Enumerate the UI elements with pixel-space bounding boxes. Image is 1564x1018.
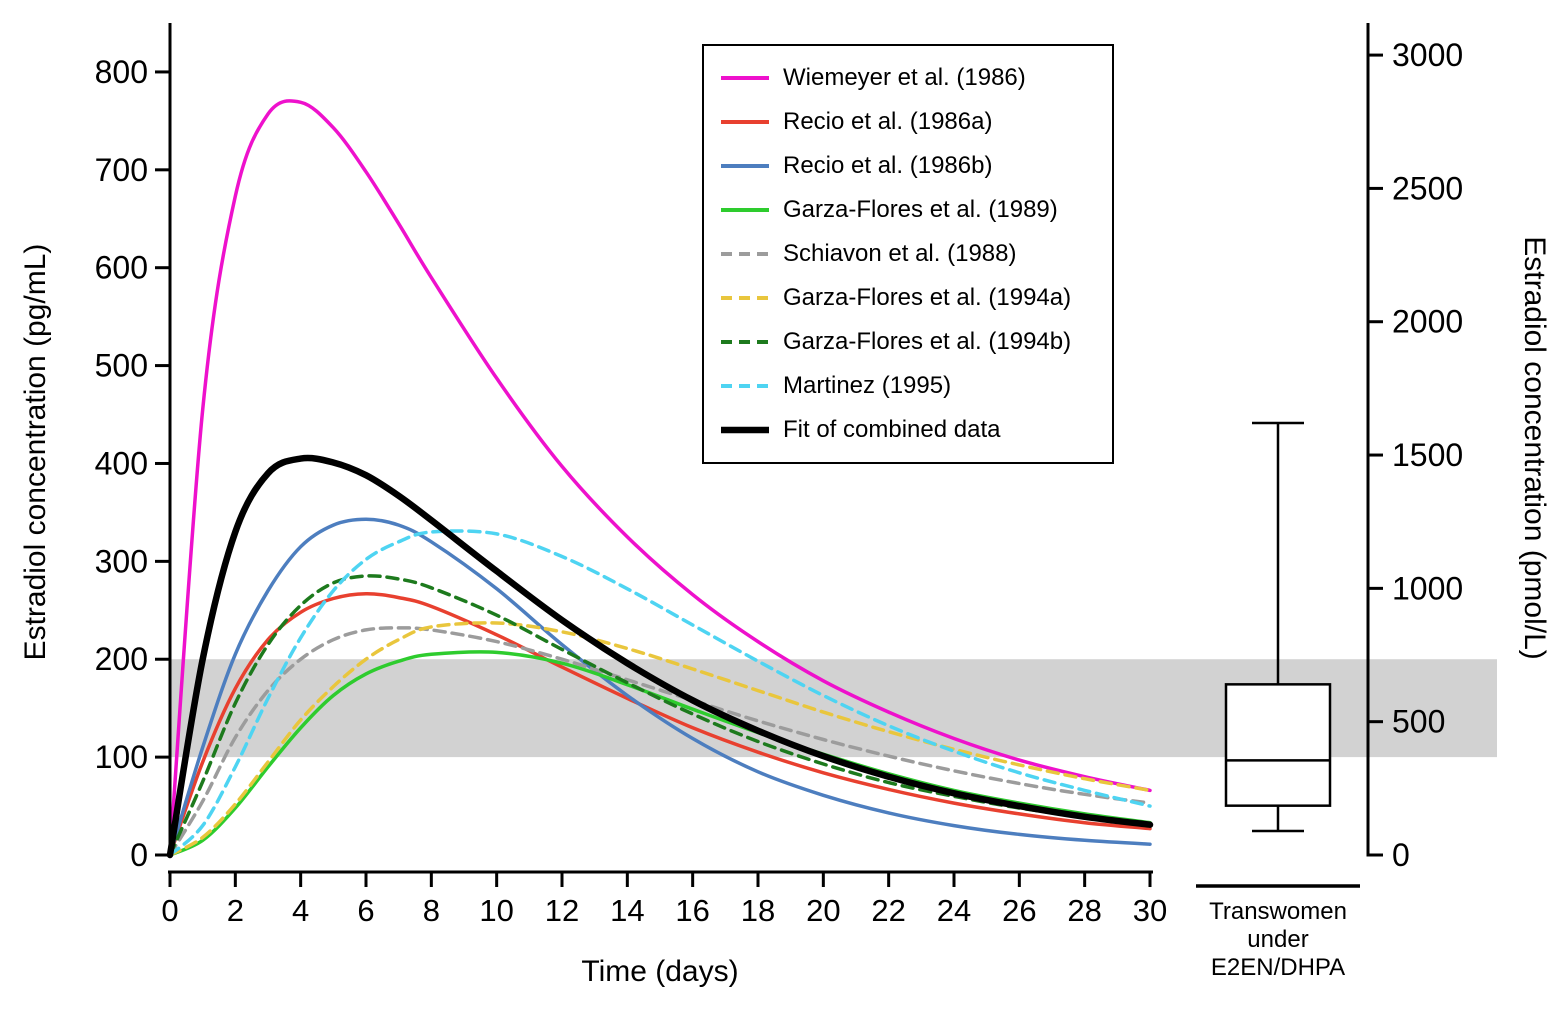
x-axis-tick-label: 8 xyxy=(423,893,440,928)
x-axis-tick-label: 24 xyxy=(937,893,971,928)
left-y-axis-tick-label: 600 xyxy=(95,250,148,286)
left-y-axis-title: Estradiol concentration (pg/mL) xyxy=(19,243,52,661)
x-axis-tick-label: 14 xyxy=(610,893,644,928)
x-axis-tick-label: 12 xyxy=(545,893,579,928)
right-y-axis-title: Estradiol concentration (pmol/L) xyxy=(1518,236,1551,660)
left-y-axis-tick-label: 700 xyxy=(95,152,148,188)
legend-entry-garza-flores-et-al-1994b: Garza-Flores et al. (1994b) xyxy=(720,320,1112,364)
x-axis-tick-label: 20 xyxy=(806,893,840,928)
legend-label: Garza-Flores et al. (1994a) xyxy=(783,284,1072,311)
x-axis-tick-label: 6 xyxy=(357,893,374,928)
legend-line-sample xyxy=(721,76,769,80)
left-y-axis-tick-label: 500 xyxy=(95,348,148,384)
legend-line-sample xyxy=(721,164,769,168)
curve-fit-of-combined-data xyxy=(166,454,1154,859)
x-axis-tick-label: 10 xyxy=(479,893,513,928)
legend-line-sample xyxy=(721,296,769,300)
legend-label: Recio et al. (1986a) xyxy=(783,108,993,135)
right-y-axis-tick-label: 0 xyxy=(1392,837,1410,873)
boxplot-label-line-1: Transwomen xyxy=(1209,898,1347,925)
legend-line-sample xyxy=(721,384,769,388)
legend-line-sample xyxy=(721,252,769,256)
curve-wiemeyer-et-al-1986 xyxy=(168,99,1152,857)
legend-line-sample xyxy=(721,120,769,124)
legend-label: Garza-Flores et al. (1989) xyxy=(783,196,1058,223)
x-axis-tick-label: 26 xyxy=(1002,893,1036,928)
curve-martinez-1995 xyxy=(168,529,1152,857)
right-y-axis-tick-label: 500 xyxy=(1392,704,1445,740)
boxplot-label-line-2: under xyxy=(1247,926,1309,953)
right-y-axis-tick-label: 2000 xyxy=(1392,304,1463,340)
boxplot-label-line-3: E2EN/DHPA xyxy=(1210,954,1346,981)
legend-entry-fit-of-combined-data: Fit of combined data xyxy=(720,408,1112,452)
x-axis-tick-label: 22 xyxy=(871,893,905,928)
x-axis-title: Time (days) xyxy=(581,955,739,988)
legend-label: Martinez (1995) xyxy=(783,372,952,399)
curve-garza-flores-et-al-1994b xyxy=(168,574,1152,857)
x-axis-tick-label: 0 xyxy=(161,893,178,928)
legend-label: Schiavon et al. (1988) xyxy=(783,240,1017,267)
legend-line-sample xyxy=(721,340,769,344)
legend-label: Wiemeyer et al. (1986) xyxy=(783,64,1026,91)
curve-recio-et-al-1986b xyxy=(168,517,1152,857)
legend-entry-schiavon-et-al-1988: Schiavon et al. (1988) xyxy=(720,232,1112,276)
left-y-axis-tick-label: 200 xyxy=(95,641,148,677)
left-y-axis-tick-label: 100 xyxy=(95,739,148,775)
legend-label: Fit of combined data xyxy=(783,416,1001,443)
x-axis-tick-label: 28 xyxy=(1067,893,1101,928)
legend-line-sample xyxy=(721,426,769,434)
legend-entry-martinez-1995: Martinez (1995) xyxy=(720,364,1112,408)
right-y-axis-tick-label: 1000 xyxy=(1392,570,1463,606)
legend-entry-garza-flores-et-al-1989: Garza-Flores et al. (1989) xyxy=(720,188,1112,232)
x-axis-tick-label: 16 xyxy=(675,893,709,928)
right-y-axis-tick-label: 2500 xyxy=(1392,170,1463,206)
legend-entry-recio-et-al-1986a: Recio et al. (1986a) xyxy=(720,100,1112,144)
left-y-axis-tick-label: 400 xyxy=(95,445,148,481)
legend-label: Garza-Flores et al. (1994b) xyxy=(783,328,1072,355)
legend-entry-recio-et-al-1986b: Recio et al. (1986b) xyxy=(720,144,1112,188)
legend-label: Recio et al. (1986b) xyxy=(783,152,993,179)
left-y-axis-tick-label: 300 xyxy=(95,543,148,579)
legend-entry-garza-flores-et-al-1994a: Garza-Flores et al. (1994a) xyxy=(720,276,1112,320)
x-axis-tick-label: 30 xyxy=(1133,893,1167,928)
right-y-axis-tick-label: 1500 xyxy=(1392,437,1463,473)
left-y-axis-tick-label: 0 xyxy=(130,837,148,873)
x-axis-tick-label: 2 xyxy=(227,893,244,928)
legend: Wiemeyer et al. (1986) Recio et al. (1986… xyxy=(702,44,1114,464)
right-y-axis-tick-label: 3000 xyxy=(1392,37,1463,73)
left-y-axis-tick-label: 800 xyxy=(95,54,148,90)
x-axis-tick-label: 18 xyxy=(741,893,775,928)
boxplot-category-label: Transwomen under E2EN/DHPA xyxy=(1209,898,1347,982)
x-axis-tick-label: 4 xyxy=(292,893,309,928)
legend-entry-wiemeyer-et-al-1986: Wiemeyer et al. (1986) xyxy=(720,56,1112,100)
legend-line-sample xyxy=(721,208,769,212)
boxplot-box xyxy=(1224,683,1332,807)
curve-garza-flores-et-al-1994a xyxy=(168,621,1152,857)
